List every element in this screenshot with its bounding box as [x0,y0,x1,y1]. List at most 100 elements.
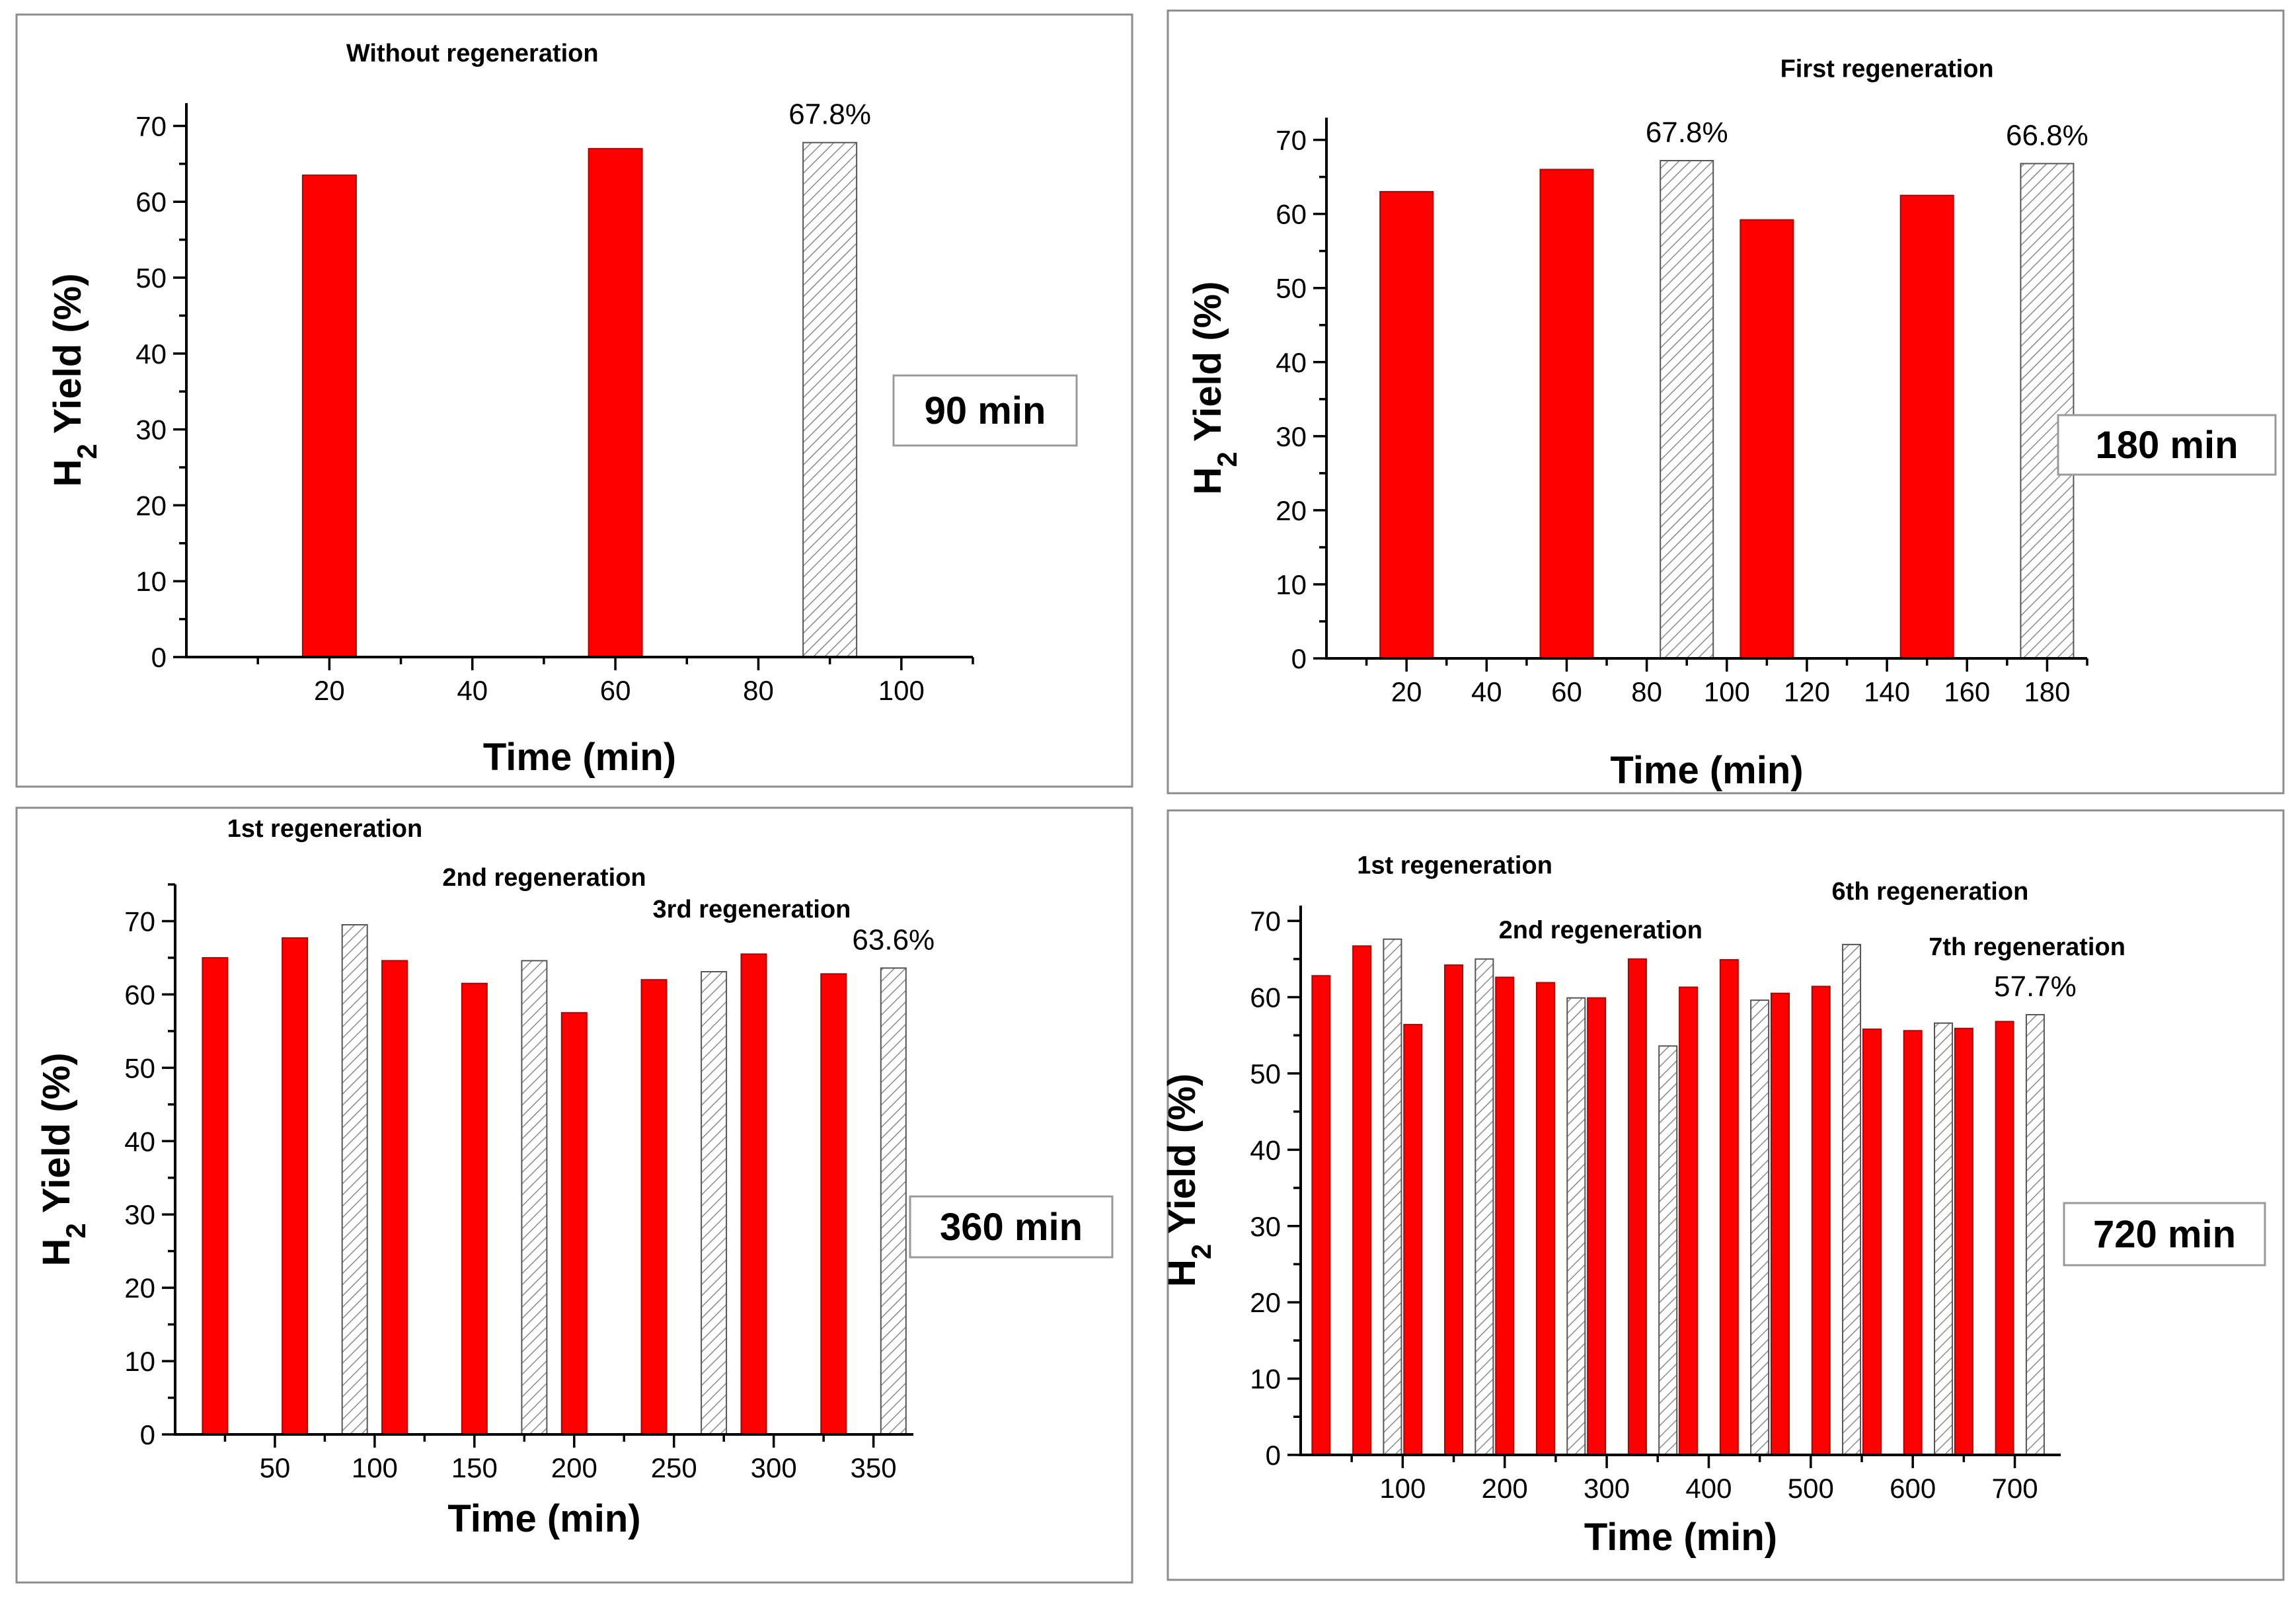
y-tick-label: 20 [124,1272,155,1304]
yield-bar-10 [740,953,767,1436]
x-tick-label: 700 [1991,1473,2038,1504]
regeneration-bar-3 [802,141,858,658]
y-tick-label: 50 [135,262,167,293]
yield-bar-4 [381,960,408,1436]
regeneration-bar-3 [1383,938,1402,1456]
y-axis-title: H2 Yield (%) [35,1052,91,1266]
yield-bar-22 [1954,1027,1973,1456]
bar-value-label: 57.7% [1994,970,2077,1003]
yield-bar-23 [1995,1021,2014,1456]
yield-bar-1 [202,957,229,1435]
yield-bar-20 [1903,1030,1923,1456]
x-tick-label: 160 [1944,676,1990,707]
regeneration-bar-12 [880,967,907,1435]
duration-box [2063,1202,2266,1267]
x-axis-title: Time (min) [1610,749,1803,792]
regeneration-bar-21 [1933,1022,1953,1456]
regeneration-note: 7th regeneration [1929,933,2125,961]
chart-panel-3: 63.6% 0 10 20 30 40 50 60 70 50 100 150 200 250 300 350… [15,806,1133,1584]
x-tick-label: 140 [1864,676,1910,707]
y-tick-label: 50 [124,1052,155,1083]
y-tick-label: 0 [140,1419,155,1450]
y-tick-label: 60 [1276,199,1307,230]
x-tick-label: 180 [2024,676,2070,707]
yield-bar-2 [1539,169,1594,659]
yield-bar-10 [1587,997,1607,1456]
regeneration-note: 2nd regeneration [1499,917,1703,945]
duration-box [892,374,1078,447]
y-tick-label: 60 [135,186,167,217]
y-axis-title: H2 Yield (%) [1186,281,1243,494]
x-tick-label: 400 [1685,1473,1732,1504]
y-axis-title-main: H [35,1239,78,1267]
y-tick-label: 70 [135,110,167,141]
yield-bar-7 [560,1012,588,1435]
panel-frame [1167,9,2285,795]
y-tick-label: 40 [135,338,167,370]
x-tick-label: 40 [457,675,488,706]
chart-panel-4: 57.7% 0 10 20 30 40 50 60 70 100 200 300 400 500 600 70… [1161,809,2285,1581]
x-tick-label: 300 [751,1452,797,1483]
y-tick-label: 30 [1276,421,1307,452]
regeneration-bar-12 [1658,1045,1678,1456]
y-tick-label: 20 [1250,1287,1281,1318]
y-axis-title-subscript: 2 [71,444,102,459]
x-tick-label: 250 [651,1452,697,1483]
y-tick-label: 50 [1276,273,1307,304]
regeneration-bar-6 [1474,958,1494,1456]
y-axis-title-subscript: 2 [1211,451,1243,467]
yield-bar-5 [461,982,488,1435]
y-axis-title: H2 Yield (%) [1161,1074,1217,1287]
y-tick-label: 10 [135,566,167,597]
duration-label: 180 min [2096,424,2239,467]
regeneration-bar-6 [521,960,548,1436]
x-tick-label: 350 [851,1452,897,1483]
regeneration-note: 6th regeneration [1832,878,2029,906]
y-axis-title-main: H [1186,467,1229,495]
yield-bar-4 [1740,219,1794,659]
y-tick-label: 20 [1276,495,1307,526]
yield-bar-11 [1627,958,1647,1456]
y-axis-title-subscript: 2 [60,1223,91,1238]
y-tick-label: 0 [1291,643,1307,674]
yield-bar-2 [1352,945,1372,1456]
y-tick-label: 10 [124,1346,155,1377]
regeneration-note: 1st regeneration [1357,852,1552,880]
x-tick-label: 100 [1379,1473,1426,1504]
y-axis-title-rest: Yield (%) [1186,281,1229,451]
y-axis-title-main: H [1161,1259,1204,1287]
duration-box [2057,414,2277,476]
regeneration-note: First regeneration [1780,55,1994,83]
yield-bar-14 [1719,958,1739,1456]
yield-bar-2 [282,937,309,1435]
y-axis-title-subscript: 2 [1186,1244,1217,1259]
y-tick-label: 10 [1276,569,1307,600]
x-tick-label: 80 [743,675,774,706]
x-axis-title: Time (min) [1584,1516,1777,1559]
y-tick-label: 20 [135,490,167,521]
y-tick-label: 50 [1250,1058,1281,1089]
y-axis-title-rest: Yield (%) [1161,1074,1204,1244]
regeneration-bar-15 [1750,999,1770,1456]
y-tick-label: 40 [124,1126,155,1157]
x-tick-label: 100 [1704,676,1750,707]
yield-bar-11 [820,973,847,1435]
y-tick-label: 60 [124,979,155,1010]
duration-label: 90 min [925,389,1046,432]
x-tick-label: 60 [600,675,631,706]
x-tick-label: 80 [1631,676,1662,707]
x-tick-label: 40 [1471,676,1502,707]
regeneration-bar-3 [341,924,368,1435]
yield-bar-7 [1495,976,1515,1456]
chart-panel-1: 67.8% 0 10 20 30 40 50 60 70 20 40 60 80 100 Time (min… [15,13,1133,788]
yield-bar-8 [640,979,668,1436]
y-tick-label: 30 [135,414,167,446]
bar-value-label: 63.6% [852,923,935,956]
regeneration-bar-9 [1566,997,1586,1456]
y-tick-label: 70 [1250,906,1281,937]
x-tick-label: 100 [352,1452,398,1483]
yield-bar-19 [1862,1028,1882,1456]
regeneration-note: 1st regeneration [227,815,423,843]
x-tick-label: 300 [1584,1473,1630,1504]
